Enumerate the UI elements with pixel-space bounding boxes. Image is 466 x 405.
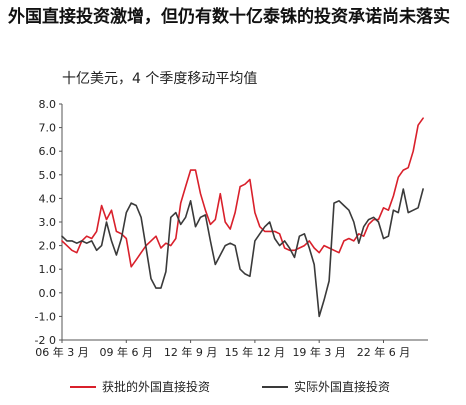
legend-actual: 实际外国直接投资 — [262, 378, 390, 395]
y-tick-label: 1.0 — [39, 263, 57, 276]
legend-label-approved: 获批的外国直接投资 — [102, 380, 211, 394]
y-tick-label: 0.0 — [39, 287, 57, 300]
legend-swatch-approved — [70, 385, 96, 388]
legend-swatch-actual — [262, 385, 288, 388]
series-line-actual — [61, 188, 424, 318]
y-tick-label: 2.0 — [39, 240, 57, 253]
chart-title: 外国直接投资激增，但仍有数十亿泰铢的投资承诺尚未落实 — [8, 7, 450, 27]
y-tick-label: -1.0 — [35, 310, 56, 323]
axes: 8.0 7.0 6.0 5.0 4.0 3.0 2.0 1.0 0.0 -1.0 -2 006 年 … — [35, 98, 428, 359]
series-line-approved — [61, 117, 424, 268]
x-tick-label: 15 年 12 月 — [225, 345, 285, 359]
y-tick-label: 5.0 — [39, 169, 57, 182]
x-tick-label: 19 年 3 月 — [292, 345, 346, 359]
y-tick-label: 4.0 — [39, 192, 57, 205]
y-tick-label: 7.0 — [39, 122, 57, 135]
x-tick-label: 22 年 6 月 — [357, 345, 411, 359]
x-tick-label: 12 年 9 月 — [164, 345, 218, 359]
unit-label: 十亿美元，4 个季度移动平均值 — [62, 71, 258, 87]
y-tick-label: 8.0 — [39, 98, 57, 111]
legend-approved: 获批的外国直接投资 — [70, 378, 210, 395]
y-tick-label: -2 0 — [35, 334, 56, 347]
x-tick-label: 09 年 6 月 — [100, 345, 154, 359]
series-layer — [61, 117, 424, 318]
x-tick-label: 06 年 3 月 — [35, 345, 89, 359]
legend-label-actual: 实际外国直接投资 — [294, 380, 391, 394]
y-tick-label: 3.0 — [39, 216, 57, 229]
y-tick-label: 6.0 — [39, 145, 57, 158]
